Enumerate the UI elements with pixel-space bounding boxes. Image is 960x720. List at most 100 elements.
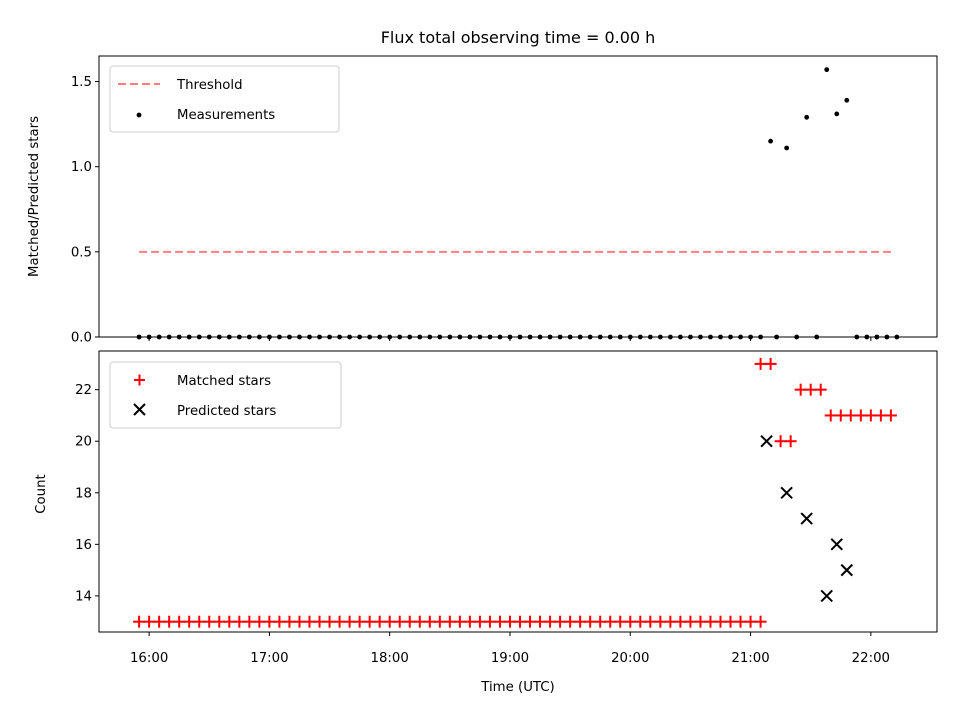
x-axis-label: Time (UTC) [480,680,555,695]
measurement-point [844,97,850,103]
matched-point [203,615,216,628]
predicted-point [820,589,833,603]
matched-point [754,357,767,370]
matched-point [403,615,416,628]
bottom-panel: 14 16 18 20 22 16:00 17:00 18:00 19:00 20:00 21:0… [34,350,938,695]
matched-point [584,615,597,628]
matched-point [463,615,476,628]
matched-point [133,615,146,628]
matched-point [874,409,887,422]
matched-point [824,409,837,422]
bottom-y-tick-label: 18 [75,486,92,501]
matched-point [453,615,466,628]
predicted-point [780,486,793,499]
matched-point [183,615,196,628]
matched-point [774,435,787,448]
predicted-point [830,538,843,551]
matched-point [503,615,516,628]
legend-measurements-swatch [136,112,142,118]
matched-point [744,615,757,628]
matched-point [433,615,446,628]
matched-point [554,615,567,628]
bottom-y-ticks: 14 16 18 20 22 [75,383,99,604]
matched-point [664,615,677,628]
bottom-x-tick-label: 17:00 [250,651,288,666]
top-y-axis-label: Matched/Predicted stars [27,116,42,277]
matched-point [544,615,557,628]
matched-point [323,615,336,628]
figure-title: Flux total observing time = 0.00 h [381,28,656,47]
predicted-point [840,563,853,577]
bottom-x-tick-label: 19:00 [491,651,529,666]
matched-point [684,615,697,628]
bottom-x-tick-label: 20:00 [611,651,649,666]
bottom-y-tick-label: 16 [75,538,92,553]
matched-point [694,615,707,628]
matched-point [383,615,396,628]
matched-point [804,383,817,396]
matched-point [514,615,527,628]
top-panel: 0.0 0.5 1.0 1.5 Matched/Predicted stars Thr… [27,55,938,346]
matched-point [393,615,406,628]
bottom-legend-box [109,361,342,429]
matched-point [343,615,356,628]
matched-point [604,615,617,628]
matched-point [574,615,587,628]
matched-point [443,615,456,628]
matched-point [614,615,627,628]
matched-point [864,409,877,422]
matched-point [674,615,687,628]
matched-point [333,615,346,628]
bottom-x-tick-label: 22:00 [852,651,890,666]
matched-point [273,615,286,628]
bottom-legend: Matched stars Predicted stars [109,361,342,429]
matched-point [213,615,226,628]
legend-threshold-label: Threshold [176,78,243,93]
matched-point [724,615,737,628]
legend-matched-label: Matched stars [177,374,271,389]
matched-point [714,615,727,628]
bottom-y-tick-label: 22 [75,383,92,398]
matched-point [143,615,156,628]
matched-point [754,615,767,628]
legend-predicted-swatch [133,403,146,416]
matched-point [253,615,266,628]
legend-predicted-label: Predicted stars [177,404,276,419]
matched-point [704,615,717,628]
top-y-tick-label: 1.5 [71,75,92,90]
bottom-marks [133,357,897,628]
measurement-point [804,114,810,120]
matched-point [423,615,436,628]
matched-point [353,615,366,628]
matched-point [594,615,607,628]
top-y-ticks: 0.0 0.5 1.0 1.5 [71,75,99,346]
bottom-x-tick-label: 16:00 [130,651,168,666]
bottom-axes-frame [98,350,938,633]
measurement-point [834,111,840,117]
matched-point [303,615,316,628]
matched-point [483,615,496,628]
matched-point [193,615,206,628]
matched-point [233,615,246,628]
measurement-point [768,138,774,144]
matched-point [764,357,777,370]
matched-point [223,615,236,628]
top-y-tick-label: 0.0 [71,331,92,346]
predicted-point [760,435,773,448]
matched-point [173,615,186,628]
matched-point [634,615,647,628]
bottom-y-axis-label: Count [34,474,49,514]
measurement-point [824,67,830,73]
top-legend: Threshold Measurements [109,65,340,133]
top-y-tick-label: 0.5 [71,245,92,260]
top-axes-frame [98,55,938,338]
matched-point [163,615,176,628]
matched-point [313,615,326,628]
matched-point [884,409,897,422]
matched-point [734,615,747,628]
matched-point [293,615,306,628]
matched-point [263,615,276,628]
matched-point [534,615,547,628]
matched-point [624,615,637,628]
